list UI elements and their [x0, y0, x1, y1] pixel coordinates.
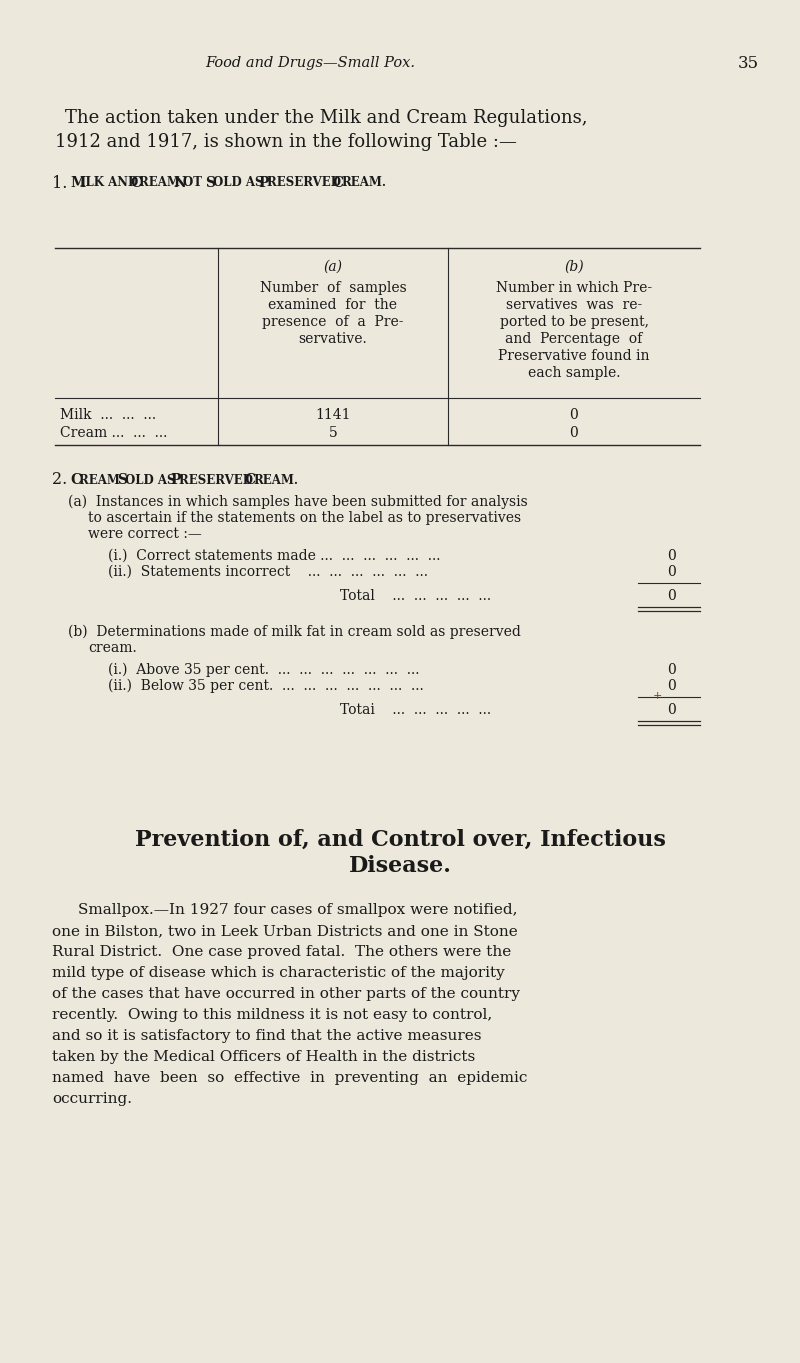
- Text: Preservative found in: Preservative found in: [498, 349, 650, 363]
- Text: 0: 0: [668, 679, 676, 692]
- Text: 5: 5: [329, 427, 338, 440]
- Text: +: +: [652, 691, 662, 701]
- Text: OLD AS: OLD AS: [125, 473, 180, 487]
- Text: examined  for  the: examined for the: [269, 298, 398, 312]
- Text: C: C: [130, 176, 141, 189]
- Text: Cream ...  ...  ...: Cream ... ... ...: [60, 427, 167, 440]
- Text: 0: 0: [668, 589, 676, 602]
- Text: S: S: [117, 473, 127, 487]
- Text: 0: 0: [668, 703, 676, 717]
- Text: 0: 0: [668, 566, 676, 579]
- Text: Food and Drugs—Small Pox.: Food and Drugs—Small Pox.: [205, 56, 415, 70]
- Text: C: C: [332, 176, 343, 189]
- Text: P: P: [170, 473, 181, 487]
- Text: each sample.: each sample.: [528, 367, 620, 380]
- Text: to ascertain if the statements on the label as to preservatives: to ascertain if the statements on the la…: [88, 511, 521, 525]
- Text: C: C: [244, 473, 255, 487]
- Text: Totai    ...  ...  ...  ...  ...: Totai ... ... ... ... ...: [340, 703, 491, 717]
- Text: N: N: [173, 176, 186, 189]
- Text: 1.: 1.: [52, 174, 78, 191]
- Text: C: C: [70, 473, 81, 487]
- Text: 2.: 2.: [52, 472, 78, 488]
- Text: M: M: [70, 176, 86, 189]
- Text: ILK AND: ILK AND: [80, 176, 142, 189]
- Text: (ii.)  Below 35 per cent.  ...  ...  ...  ...  ...  ...  ...: (ii.) Below 35 per cent. ... ... ... ...…: [108, 679, 424, 694]
- Text: Milk  ...  ...  ...: Milk ... ... ...: [60, 408, 156, 423]
- Text: 0: 0: [570, 408, 578, 423]
- Text: of the cases that have occurred in other parts of the country: of the cases that have occurred in other…: [52, 987, 520, 1000]
- Text: named  have  been  so  effective  in  preventing  an  epidemic: named have been so effective in preventi…: [52, 1071, 527, 1085]
- Text: presence  of  a  Pre-: presence of a Pre-: [262, 315, 404, 328]
- Text: The action taken under the Milk and Cream Regulations,: The action taken under the Milk and Crea…: [65, 109, 587, 127]
- Text: Smallpox.—In 1927 four cases of smallpox were notified,: Smallpox.—In 1927 four cases of smallpox…: [78, 904, 518, 917]
- Text: REAM.: REAM.: [341, 176, 386, 189]
- Text: REAM.: REAM.: [253, 473, 298, 487]
- Text: S: S: [205, 176, 215, 189]
- Text: 35: 35: [738, 55, 758, 71]
- Text: (b): (b): [564, 260, 584, 274]
- Text: P: P: [258, 176, 269, 189]
- Text: recently.  Owing to this mildness it is not easy to control,: recently. Owing to this mildness it is n…: [52, 1009, 492, 1022]
- Text: (a)  Instances in which samples have been submitted for analysis: (a) Instances in which samples have been…: [68, 495, 528, 510]
- Text: Total    ...  ...  ...  ...  ...: Total ... ... ... ... ...: [340, 589, 491, 602]
- Text: Disease.: Disease.: [349, 855, 451, 876]
- Text: 1141: 1141: [315, 408, 350, 423]
- Text: ported to be present,: ported to be present,: [499, 315, 649, 328]
- Text: (a): (a): [323, 260, 342, 274]
- Text: REAM: REAM: [139, 176, 184, 189]
- Text: RESERVED: RESERVED: [267, 176, 345, 189]
- Text: one in Bilston, two in Leek Urban Districts and one in Stone: one in Bilston, two in Leek Urban Distri…: [52, 924, 518, 938]
- Text: RESERVED: RESERVED: [179, 473, 257, 487]
- Text: Number  of  samples: Number of samples: [260, 281, 406, 294]
- Text: Prevention of, and Control over, Infectious: Prevention of, and Control over, Infecti…: [134, 829, 666, 851]
- Text: OLD AS: OLD AS: [213, 176, 268, 189]
- Text: (b)  Determinations made of milk fat in cream sold as preserved: (b) Determinations made of milk fat in c…: [68, 624, 521, 639]
- Text: occurring.: occurring.: [52, 1092, 132, 1105]
- Text: cream.: cream.: [88, 641, 137, 656]
- Text: (i.)  Correct statements made ...  ...  ...  ...  ...  ...: (i.) Correct statements made ... ... ...…: [108, 549, 441, 563]
- Text: Rural District.  One case proved fatal.  The others were the: Rural District. One case proved fatal. T…: [52, 945, 511, 960]
- Text: taken by the Medical Officers of Health in the districts: taken by the Medical Officers of Health …: [52, 1050, 475, 1065]
- Text: servative.: servative.: [298, 333, 367, 346]
- Text: 0: 0: [668, 549, 676, 563]
- Text: Number in which Pre-: Number in which Pre-: [496, 281, 652, 294]
- Text: OT: OT: [183, 176, 206, 189]
- Text: were correct :—: were correct :—: [88, 527, 202, 541]
- Text: and  Percentage  of: and Percentage of: [506, 333, 642, 346]
- Text: REAM: REAM: [79, 473, 124, 487]
- Text: 0: 0: [570, 427, 578, 440]
- Text: 1912 and 1917, is shown in the following Table :—: 1912 and 1917, is shown in the following…: [55, 134, 517, 151]
- Text: servatives  was  re-: servatives was re-: [506, 298, 642, 312]
- Text: 0: 0: [668, 662, 676, 677]
- Text: (i.)  Above 35 per cent.  ...  ...  ...  ...  ...  ...  ...: (i.) Above 35 per cent. ... ... ... ... …: [108, 662, 419, 677]
- Text: (ii.)  Statements incorrect    ...  ...  ...  ...  ...  ...: (ii.) Statements incorrect ... ... ... .…: [108, 566, 428, 579]
- Text: and so it is satisfactory to find that the active measures: and so it is satisfactory to find that t…: [52, 1029, 482, 1043]
- Text: mild type of disease which is characteristic of the majority: mild type of disease which is characteri…: [52, 966, 505, 980]
